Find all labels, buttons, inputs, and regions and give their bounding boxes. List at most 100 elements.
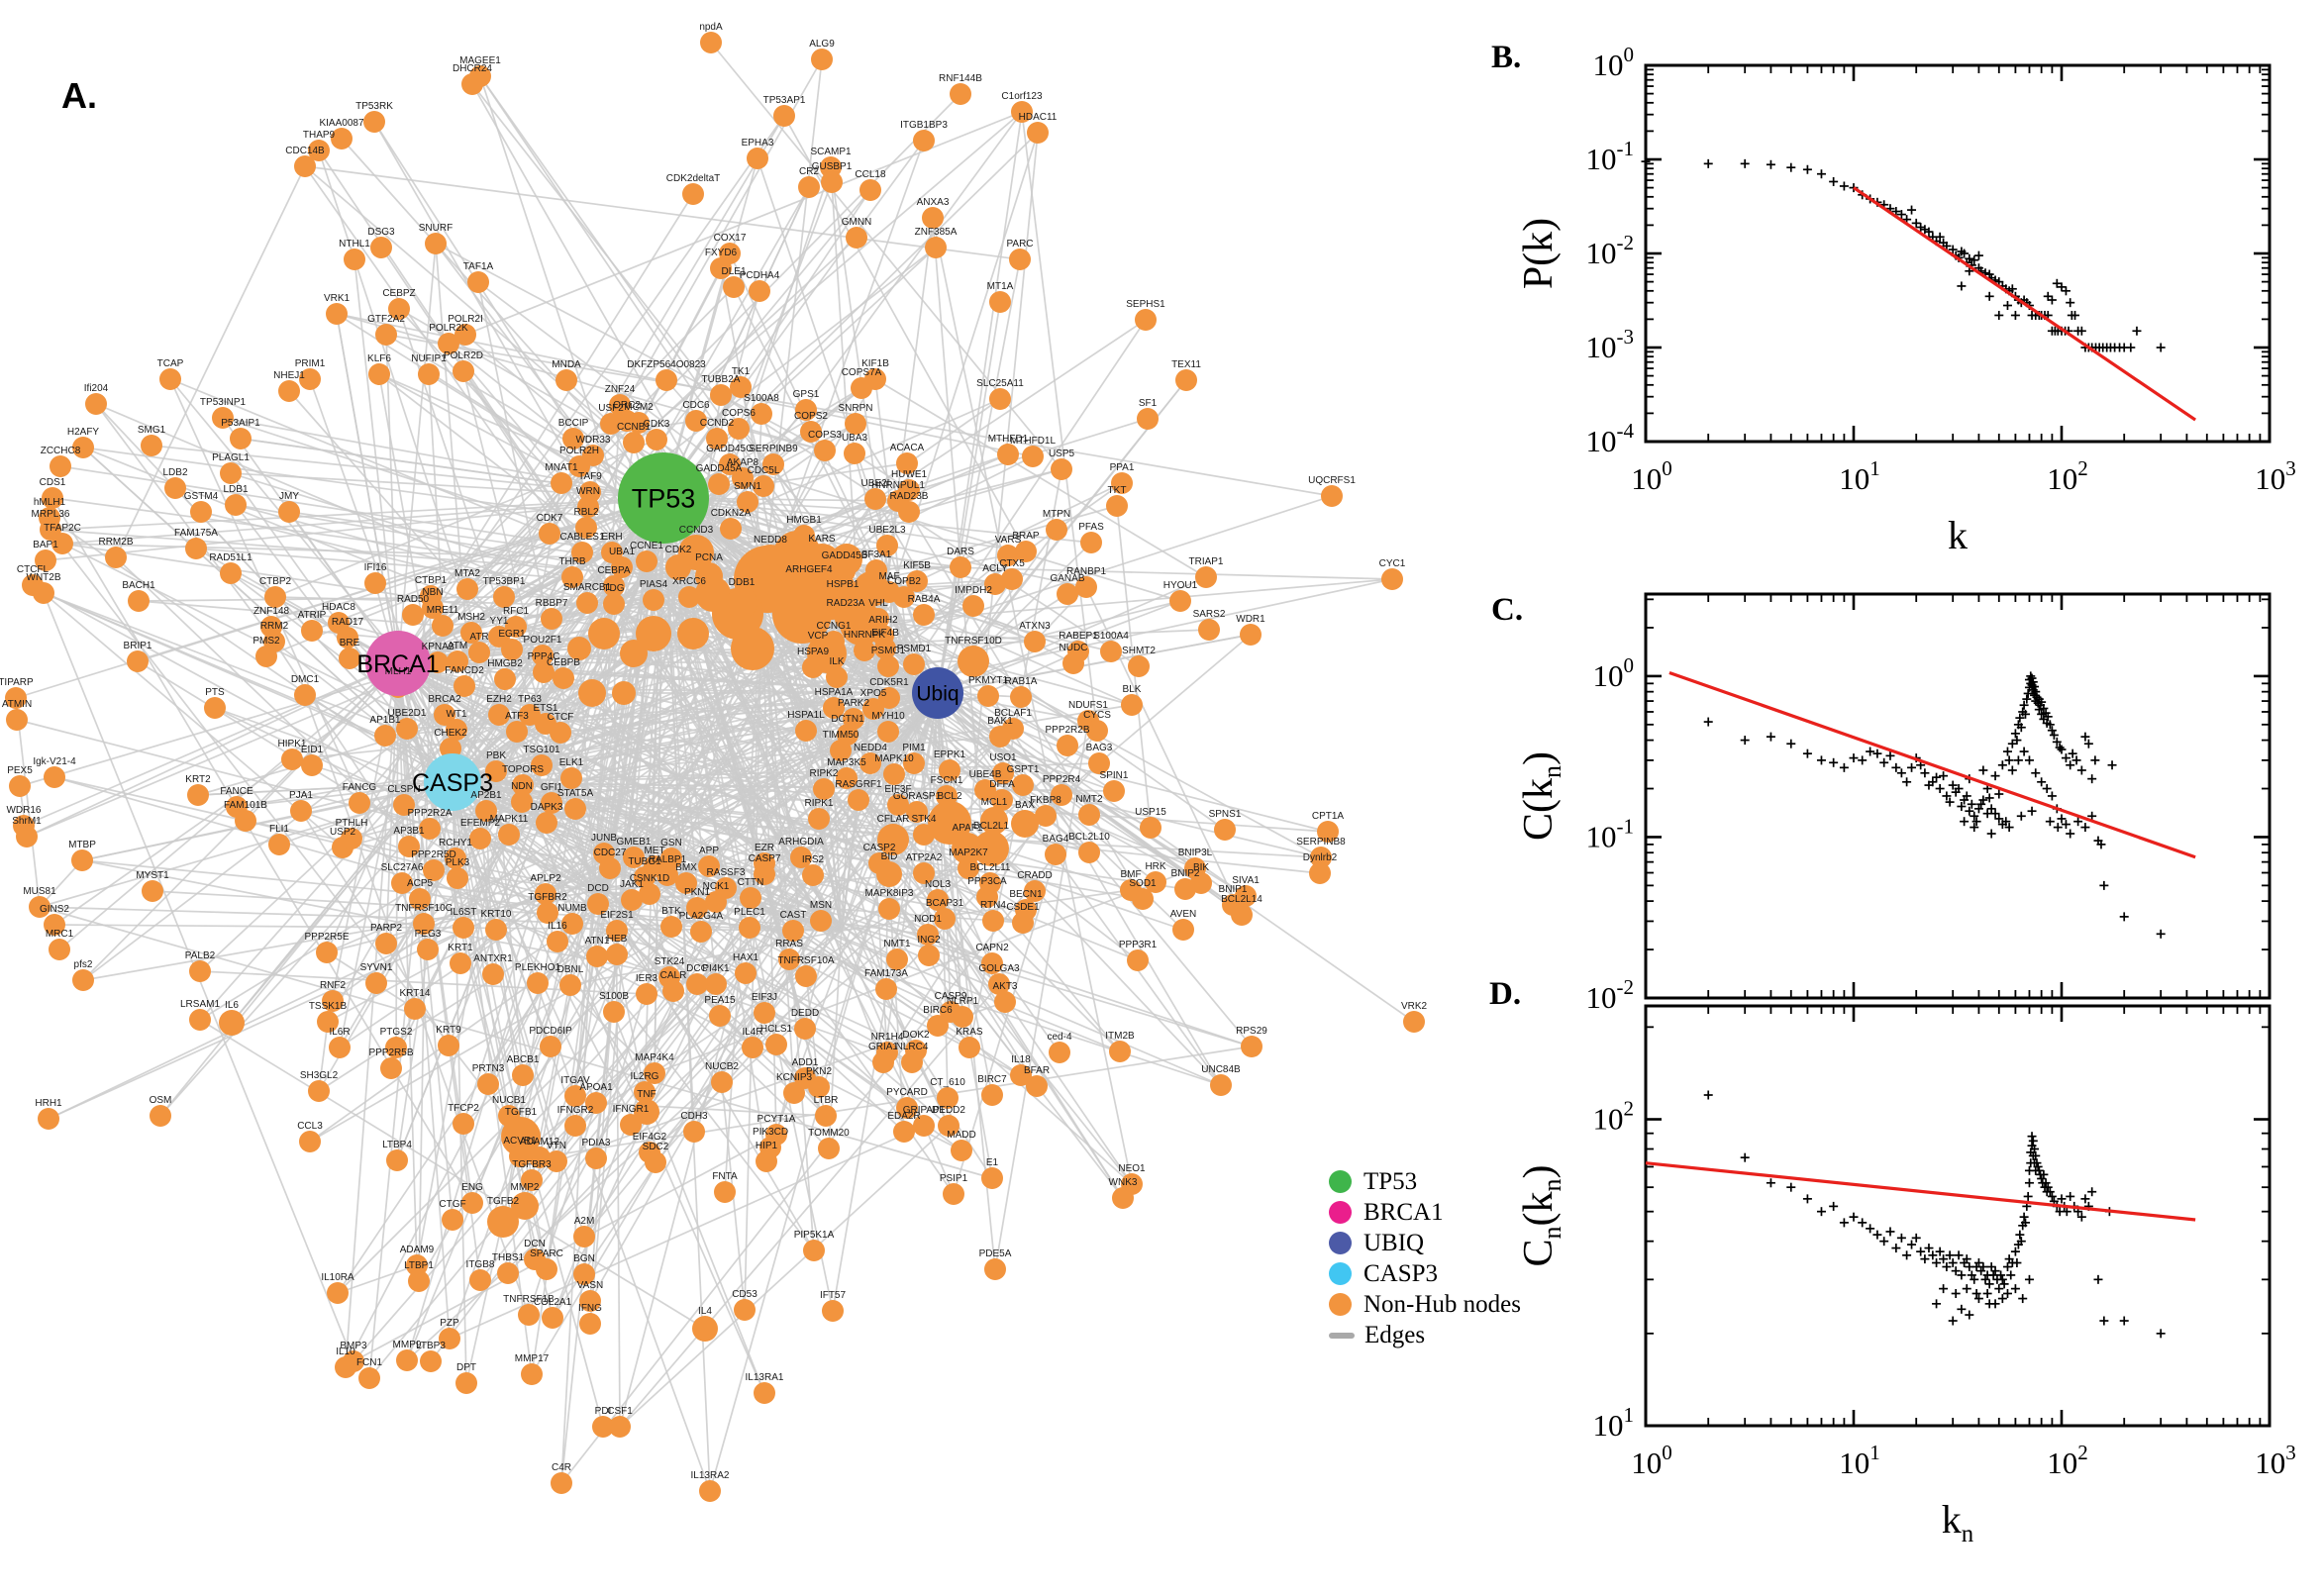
svg-text:CSF1: CSF1: [607, 1406, 633, 1417]
svg-text:IL6ST: IL6ST: [451, 907, 477, 918]
svg-text:SH3GL2: SH3GL2: [300, 1070, 339, 1081]
svg-text:WNK3: WNK3: [1109, 1177, 1138, 1188]
svg-text:IL13RA1: IL13RA1: [746, 1372, 784, 1383]
svg-text:USP2: USP2: [330, 827, 356, 838]
svg-text:MUS81: MUS81: [23, 886, 56, 897]
svg-text:BRCA1: BRCA1: [356, 650, 439, 678]
svg-text:PDIA3: PDIA3: [582, 1138, 611, 1148]
svg-text:CDK7: CDK7: [537, 513, 563, 524]
svg-text:CDC5L: CDC5L: [748, 465, 780, 476]
svg-text:SF1: SF1: [1139, 398, 1158, 409]
svg-text:BIRC6: BIRC6: [923, 1005, 953, 1016]
svg-text:TUBB2A: TUBB2A: [702, 374, 741, 385]
svg-text:TK1: TK1: [732, 366, 751, 377]
svg-text:CDK2: CDK2: [665, 545, 692, 555]
svg-text:PTHLH: PTHLH: [336, 818, 368, 829]
svg-text:FXYD6: FXYD6: [705, 248, 738, 258]
svg-text:PRIM1: PRIM1: [295, 358, 326, 369]
svg-text:H2AFY: H2AFY: [67, 427, 100, 438]
svg-text:TUBG1: TUBG1: [628, 856, 661, 867]
panel-label-a: A.: [61, 75, 97, 116]
svg-text:IL13RA2: IL13RA2: [691, 1470, 730, 1481]
svg-text:CABLES1: CABLES1: [559, 532, 604, 543]
svg-text:ced-4: ced-4: [1047, 1032, 1071, 1043]
svg-text:LTBR: LTBR: [814, 1095, 839, 1106]
svg-text:NUMB: NUMB: [557, 903, 587, 914]
svg-text:100: 100: [1593, 653, 1635, 693]
svg-text:MRE11: MRE11: [427, 605, 459, 616]
svg-text:EFEMP2: EFEMP2: [460, 818, 500, 829]
svg-text:ITGB8: ITGB8: [466, 1259, 495, 1270]
svg-text:PDCD6IP: PDCD6IP: [529, 1026, 572, 1037]
svg-text:PPA1: PPA1: [1110, 462, 1135, 473]
svg-text:ELK1: ELK1: [559, 757, 584, 768]
svg-text:BCL2: BCL2: [937, 791, 961, 802]
svg-text:TOPORS: TOPORS: [502, 764, 544, 775]
svg-text:AKT3: AKT3: [992, 981, 1017, 992]
svg-text:HAX1: HAX1: [733, 952, 759, 963]
svg-text:TEX11: TEX11: [1171, 359, 1201, 370]
svg-text:kn​: kn​: [1942, 1497, 1974, 1547]
svg-text:USF2: USF2: [598, 403, 624, 414]
svg-text:PPP2R2A: PPP2R2A: [407, 808, 452, 819]
svg-text:NTHL1: NTHL1: [339, 239, 370, 249]
svg-text:BMF: BMF: [1120, 869, 1141, 880]
svg-text:FNTA: FNTA: [712, 1171, 738, 1182]
svg-text:NUFIP1: NUFIP1: [411, 353, 447, 364]
svg-text:MLH1: MLH1: [385, 666, 412, 677]
svg-text:CASP7: CASP7: [749, 853, 781, 864]
svg-text:WNT2B: WNT2B: [27, 572, 61, 583]
svg-text:WT1: WT1: [446, 709, 467, 720]
svg-text:POU2F1: POU2F1: [524, 635, 562, 646]
svg-text:OSM: OSM: [150, 1095, 172, 1106]
svg-text:MTA2: MTA2: [454, 568, 480, 579]
svg-text:ShrM1: ShrM1: [12, 816, 42, 827]
svg-text:EIF3J: EIF3J: [752, 992, 777, 1003]
svg-text:CEBPA: CEBPA: [597, 565, 630, 576]
svg-text:KRT10: KRT10: [481, 909, 512, 920]
svg-text:CRADD: CRADD: [1017, 870, 1053, 881]
svg-text:BMX: BMX: [675, 862, 697, 873]
svg-text:MSH2: MSH2: [457, 612, 485, 623]
svg-text:MAPK10: MAPK10: [874, 753, 914, 764]
svg-text:ARHGEF4: ARHGEF4: [785, 564, 833, 575]
svg-text:DHCR24: DHCR24: [453, 63, 492, 74]
svg-text:APAF1: APAF1: [953, 823, 983, 834]
svg-text:NOD1: NOD1: [914, 914, 942, 925]
svg-text:ATXN3: ATXN3: [1019, 621, 1051, 632]
svg-text:BCL2L10: BCL2L10: [1068, 832, 1110, 843]
svg-text:KLF6: KLF6: [367, 353, 391, 364]
svg-text:TCAP: TCAP: [157, 358, 184, 369]
svg-text:RAD50: RAD50: [397, 594, 430, 605]
svg-text:PI4K1: PI4K1: [702, 963, 730, 974]
svg-text:PSIP1: PSIP1: [940, 1173, 968, 1184]
svg-text:KRT14: KRT14: [400, 988, 431, 999]
svg-text:TGFBR3: TGFBR3: [512, 1159, 552, 1170]
panel-label-c: C.: [1491, 592, 1524, 628]
svg-text:DPT: DPT: [456, 1362, 476, 1373]
svg-text:PLAGL1: PLAGL1: [212, 452, 250, 463]
svg-text:IL16: IL16: [548, 921, 567, 932]
svg-text:MTHFD1L: MTHFD1L: [1010, 436, 1057, 447]
svg-text:103: 103: [2255, 1441, 2296, 1480]
svg-text:USP5: USP5: [1049, 449, 1075, 459]
svg-text:CTCFL: CTCFL: [17, 564, 50, 575]
svg-text:Igk-V21-4: Igk-V21-4: [33, 756, 76, 767]
svg-text:STAT5A: STAT5A: [557, 788, 594, 799]
svg-text:TNFRSF10D: TNFRSF10D: [945, 636, 1002, 647]
svg-text:101: 101: [1593, 1403, 1635, 1443]
svg-text:PEA15: PEA15: [704, 995, 736, 1006]
svg-text:DCN: DCN: [524, 1239, 546, 1249]
svg-text:PLEC1: PLEC1: [734, 907, 765, 918]
svg-text:CASP9: CASP9: [935, 991, 967, 1002]
svg-text:102: 102: [2047, 1441, 2088, 1480]
svg-text:DCD: DCD: [587, 883, 609, 894]
svg-text:TGFB1: TGFB1: [505, 1107, 538, 1118]
svg-text:CPT1A: CPT1A: [1312, 811, 1345, 822]
svg-text:TDG: TDG: [603, 583, 624, 594]
svg-text:RAD23B: RAD23B: [890, 491, 929, 502]
svg-text:BFAR: BFAR: [1024, 1065, 1050, 1076]
svg-text:SERPINB8: SERPINB8: [1296, 837, 1346, 848]
svg-text:CDC27: CDC27: [594, 848, 627, 858]
